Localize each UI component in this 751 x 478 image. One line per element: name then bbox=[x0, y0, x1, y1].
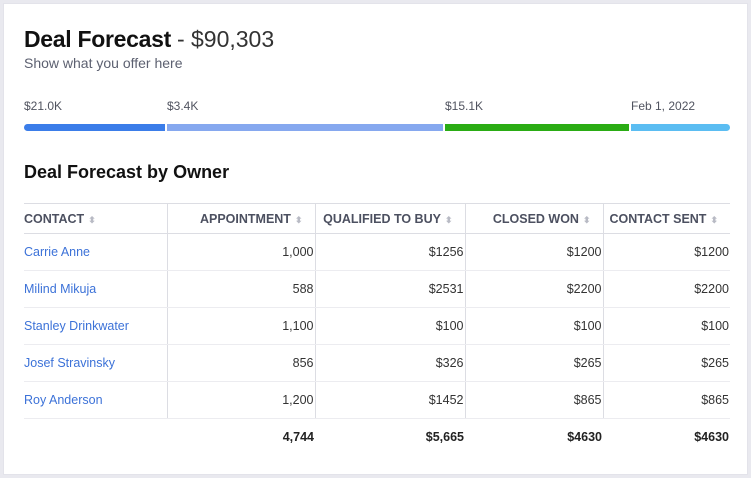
table-cell: 588 bbox=[166, 270, 315, 308]
totals-row: 4,744 $5,665 $4630 $4630 bbox=[24, 419, 730, 456]
table-cell: $1200 bbox=[602, 233, 730, 271]
table-cell: $2531 bbox=[314, 270, 465, 308]
section-title: Deal Forecast by Owner bbox=[24, 162, 230, 182]
contact-link[interactable]: Roy Anderson bbox=[24, 393, 103, 407]
table-cell: $2200 bbox=[464, 270, 603, 308]
column-header-qualified[interactable]: QUALIFIED TO BUY ⬍ bbox=[314, 203, 465, 234]
contact-link[interactable]: Milind Mikuja bbox=[24, 282, 97, 296]
progress-label: $21.0K bbox=[24, 99, 63, 113]
table-cell: $265 bbox=[602, 344, 730, 382]
table-row: Josef Stravinsky 856 $326 $265 $265 bbox=[24, 344, 730, 382]
table-row: Stanley Drinkwater 1,100 $100 $100 $100 bbox=[24, 307, 730, 345]
total-cell: $5,665 bbox=[425, 430, 464, 445]
table-cell: 1,200 bbox=[166, 381, 315, 419]
table-cell: Josef Stravinsky bbox=[24, 344, 167, 382]
page-title: Deal Forecast - $90,303 bbox=[24, 26, 274, 53]
table-row: Carrie Anne 1,000 $1256 $1200 $1200 bbox=[24, 233, 730, 271]
subtitle: Show what you offer here bbox=[24, 55, 183, 71]
header-label: CLOSED WON bbox=[492, 211, 579, 226]
total-cell: 4,744 bbox=[282, 430, 314, 445]
table-cell: $326 bbox=[314, 344, 465, 382]
table-cell: Carrie Anne bbox=[24, 233, 167, 271]
sort-icon[interactable]: ⬍ bbox=[710, 214, 718, 225]
contact-link[interactable]: Carrie Anne bbox=[24, 245, 91, 259]
table-cell: 1,000 bbox=[166, 233, 315, 271]
table-row: Milind Mikuja 588 $2531 $2200 $2200 bbox=[24, 270, 730, 308]
header-label: CONTACT bbox=[24, 211, 85, 226]
total-cell: $4630 bbox=[567, 430, 602, 445]
sort-icon[interactable]: ⬍ bbox=[294, 214, 303, 225]
table-cell: 1,100 bbox=[166, 307, 315, 345]
table-cell: $100 bbox=[464, 307, 603, 345]
progress-segment bbox=[445, 124, 629, 131]
deal-forecast-card: Deal Forecast - $90,303 Show what you off… bbox=[3, 3, 748, 475]
total-cell: $4630 bbox=[694, 430, 729, 445]
progress-label: $3.4K bbox=[167, 99, 199, 113]
table-cell: $865 bbox=[464, 381, 603, 419]
owner-table: CONTACT ⬍ APPOINTMENT ⬍ QUALIFIED TO BUY ⬍ … bbox=[24, 203, 730, 456]
table-cell: $100 bbox=[602, 307, 730, 345]
progress-segment bbox=[167, 124, 443, 131]
table-cell: $265 bbox=[464, 344, 603, 382]
table-cell: 856 bbox=[166, 344, 315, 382]
table-cell: $1452 bbox=[314, 381, 465, 419]
table-cell: $100 bbox=[314, 307, 465, 345]
sort-icon[interactable]: ⬍ bbox=[444, 214, 453, 225]
title-text: Deal Forecast bbox=[24, 26, 171, 52]
total-amount: - $90,303 bbox=[176, 26, 275, 52]
contact-link[interactable]: Josef Stravinsky bbox=[24, 356, 116, 370]
column-header-closed-won[interactable]: CLOSED WON ⬍ bbox=[464, 203, 603, 234]
table-cell: $865 bbox=[602, 381, 730, 419]
sort-icon[interactable]: ⬍ bbox=[582, 214, 591, 225]
contact-link[interactable]: Stanley Drinkwater bbox=[24, 319, 129, 333]
table-row: Roy Anderson 1,200 $1452 $865 $865 bbox=[24, 381, 730, 419]
table-cell: $1256 bbox=[314, 233, 465, 271]
table-cell: $2200 bbox=[602, 270, 730, 308]
column-header-contact-sent[interactable]: CONTACT SENT ⬍ bbox=[602, 203, 730, 234]
progress-segment bbox=[24, 124, 165, 131]
column-header-contact[interactable]: CONTACT ⬍ bbox=[24, 203, 167, 234]
progress-label: Feb 1, 2022 bbox=[631, 99, 696, 113]
column-header-appointment[interactable]: APPOINTMENT ⬍ bbox=[166, 203, 315, 234]
table-cell: Stanley Drinkwater bbox=[24, 307, 167, 345]
table-cell: Milind Mikuja bbox=[24, 270, 167, 308]
header-label: APPOINTMENT bbox=[199, 211, 291, 226]
header-label: CONTACT SENT bbox=[609, 211, 707, 226]
total-cell bbox=[24, 419, 167, 456]
table-cell: Roy Anderson bbox=[24, 381, 167, 419]
table-cell: $1200 bbox=[464, 233, 603, 271]
progress-segment bbox=[631, 124, 730, 131]
header-label: QUALIFIED TO BUY bbox=[323, 211, 441, 226]
sort-icon[interactable]: ⬍ bbox=[88, 214, 96, 225]
progress-label: $15.1K bbox=[445, 99, 484, 113]
